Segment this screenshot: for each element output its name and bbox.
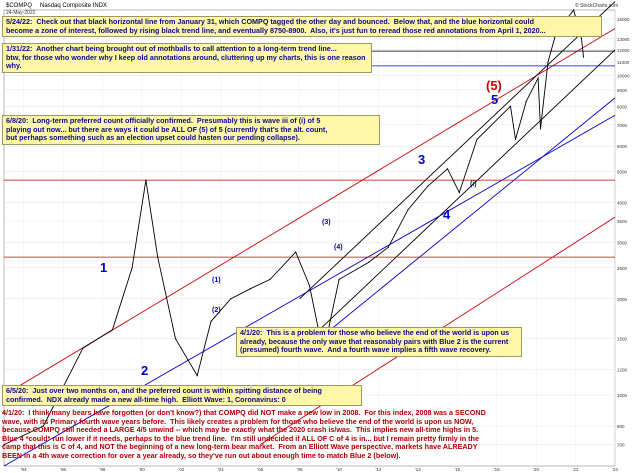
y-tick-label-1: 800 (617, 424, 625, 429)
price-line (3, 8, 584, 446)
wave-label-sub-2: (2) (212, 307, 221, 314)
price-point-0 (3, 443, 5, 446)
price-point-2 (82, 347, 84, 349)
annotation-6-5-20: 6/5/20: Just over two months on, and the… (2, 385, 362, 407)
price-point-7 (174, 338, 177, 340)
price-point-23 (476, 138, 478, 141)
y-tick-label-17: 12000 (617, 48, 630, 53)
y-axis: 700 800 1000 1200 1500 2000 2500 3000 3500 4000 50… (617, 17, 630, 448)
x-tick-label-14: '22 (573, 467, 579, 472)
annotation-5-24-22: 5/24/22: Check out that black horizontal… (2, 16, 602, 38)
wave-label-blue-3: 3 (418, 152, 426, 167)
y-tick-label-14: 9000 (617, 88, 628, 93)
wave-label-blue-4: 4 (443, 207, 451, 222)
x-tick-label-12: '18 (494, 467, 500, 472)
x-tick-label-4: '02 (178, 467, 184, 472)
price-point-16 (338, 278, 340, 280)
y-tick-label-9: 4000 (617, 201, 628, 206)
price-point-6 (157, 256, 159, 258)
wave-label-blue-5: 5 (491, 92, 499, 107)
y-tick-label-13: 8000 (617, 104, 628, 109)
x-tick-label-10: '14 (415, 467, 421, 472)
x-tick-label-2: '98 (100, 467, 106, 472)
price-point-22 (458, 191, 460, 194)
price-point-31 (573, 9, 575, 11)
y-tick-label-5: 2000 (617, 297, 628, 302)
price-point-29 (547, 61, 549, 63)
black-trend-lower (319, 49, 616, 331)
annotation-6-8-20: 6/8/20: Long-term preferred count offici… (2, 115, 380, 145)
price-point-11 (249, 288, 251, 290)
price-series (3, 8, 585, 446)
x-tick-label-5: '04 (218, 467, 224, 472)
price-point-4 (131, 267, 133, 269)
y-tick-label-8: 3500 (617, 219, 628, 224)
x-tick-label-0: '94 (21, 467, 27, 472)
grid (4, 10, 616, 466)
y-tick-label-12: 7000 (617, 123, 628, 128)
annotation-4-1-20-b: 4/1/20: I think many bears have forgotte… (2, 408, 486, 460)
wave-label-blue-2: 2 (141, 363, 149, 378)
annotation-1-31-22: 1/31/22: Another chart being brought out… (2, 43, 372, 73)
x-tick-label-7: '08 (297, 467, 303, 472)
chart-source: © StockCharts.com (575, 2, 618, 9)
price-point-26 (525, 100, 527, 102)
y-tick-label-3: 1200 (617, 368, 628, 373)
price-point-14 (308, 284, 311, 287)
y-tick-label-6: 2500 (617, 266, 628, 271)
x-axis: '94 '96 '98 '00 '02 '04 '06 '08 '10 '12 '14 '16 '18 '… (21, 467, 619, 472)
chart-name: Nasdaq Composite INDX (40, 3, 107, 9)
annotation-4-1-20-a: 4/1/20: This is a problem for those who … (236, 327, 522, 357)
price-point-21 (446, 168, 449, 170)
wave-label-sub-4: (4) (334, 244, 343, 251)
price-point-32 (580, 38, 583, 40)
price-point-12 (269, 278, 271, 280)
y-tick-label-19: 15000 (617, 17, 630, 22)
y-tick-label-10: 5000 (617, 170, 628, 175)
price-point-10 (230, 298, 232, 300)
x-tick-label-6: '06 (257, 467, 263, 472)
price-point-33 (582, 56, 585, 58)
chart-date: 24-May-2022 (6, 10, 36, 16)
x-tick-label-13: '20 (533, 467, 539, 472)
wave-label-sub-i: (i) (470, 181, 477, 188)
y-tick-label-15: 10000 (617, 73, 630, 78)
price-point-17 (368, 261, 370, 263)
wave-label-blue-1: 1 (100, 260, 108, 275)
wave-label-sub-3: (3) (322, 219, 331, 226)
price-point-20 (427, 185, 429, 187)
price-point-25 (514, 138, 517, 141)
x-tick-label-3: '00 (139, 467, 145, 472)
price-point-13 (295, 251, 297, 253)
y-tick-label-16: 11000 (617, 60, 630, 65)
price-point-5 (145, 179, 147, 181)
chart-symbol: $COMPQ (6, 3, 32, 9)
price-point-18 (387, 246, 389, 248)
y-tick-label-0: 700 (617, 443, 625, 448)
x-tick-label-8: '10 (336, 467, 342, 472)
y-tick-label-7: 3000 (617, 240, 628, 245)
y-tick-label-4: 1500 (617, 337, 628, 342)
price-point-9 (210, 320, 212, 322)
x-tick-label-15: '24 (612, 467, 618, 472)
blue-trend (3, 114, 616, 467)
price-point-1 (42, 425, 45, 427)
y-tick-label-11: 6000 (617, 144, 628, 149)
wave-label-sub-1: (1) (212, 277, 221, 284)
wave-label-red-5: (5) (486, 78, 502, 93)
price-point-27 (537, 77, 539, 79)
price-point-3 (111, 329, 114, 331)
y-tick-label-18: 13000 (617, 37, 630, 42)
price-point-19 (407, 209, 409, 211)
price-point-28 (539, 128, 542, 130)
x-tick-label-1: '96 (60, 467, 66, 472)
x-tick-label-9: '12 (375, 467, 381, 472)
price-point-8 (196, 375, 198, 377)
blue-trend-2 (319, 97, 616, 340)
price-point-24 (509, 105, 512, 107)
x-tick-label-11: '16 (454, 467, 460, 472)
y-tick-label-2: 1000 (617, 393, 628, 398)
